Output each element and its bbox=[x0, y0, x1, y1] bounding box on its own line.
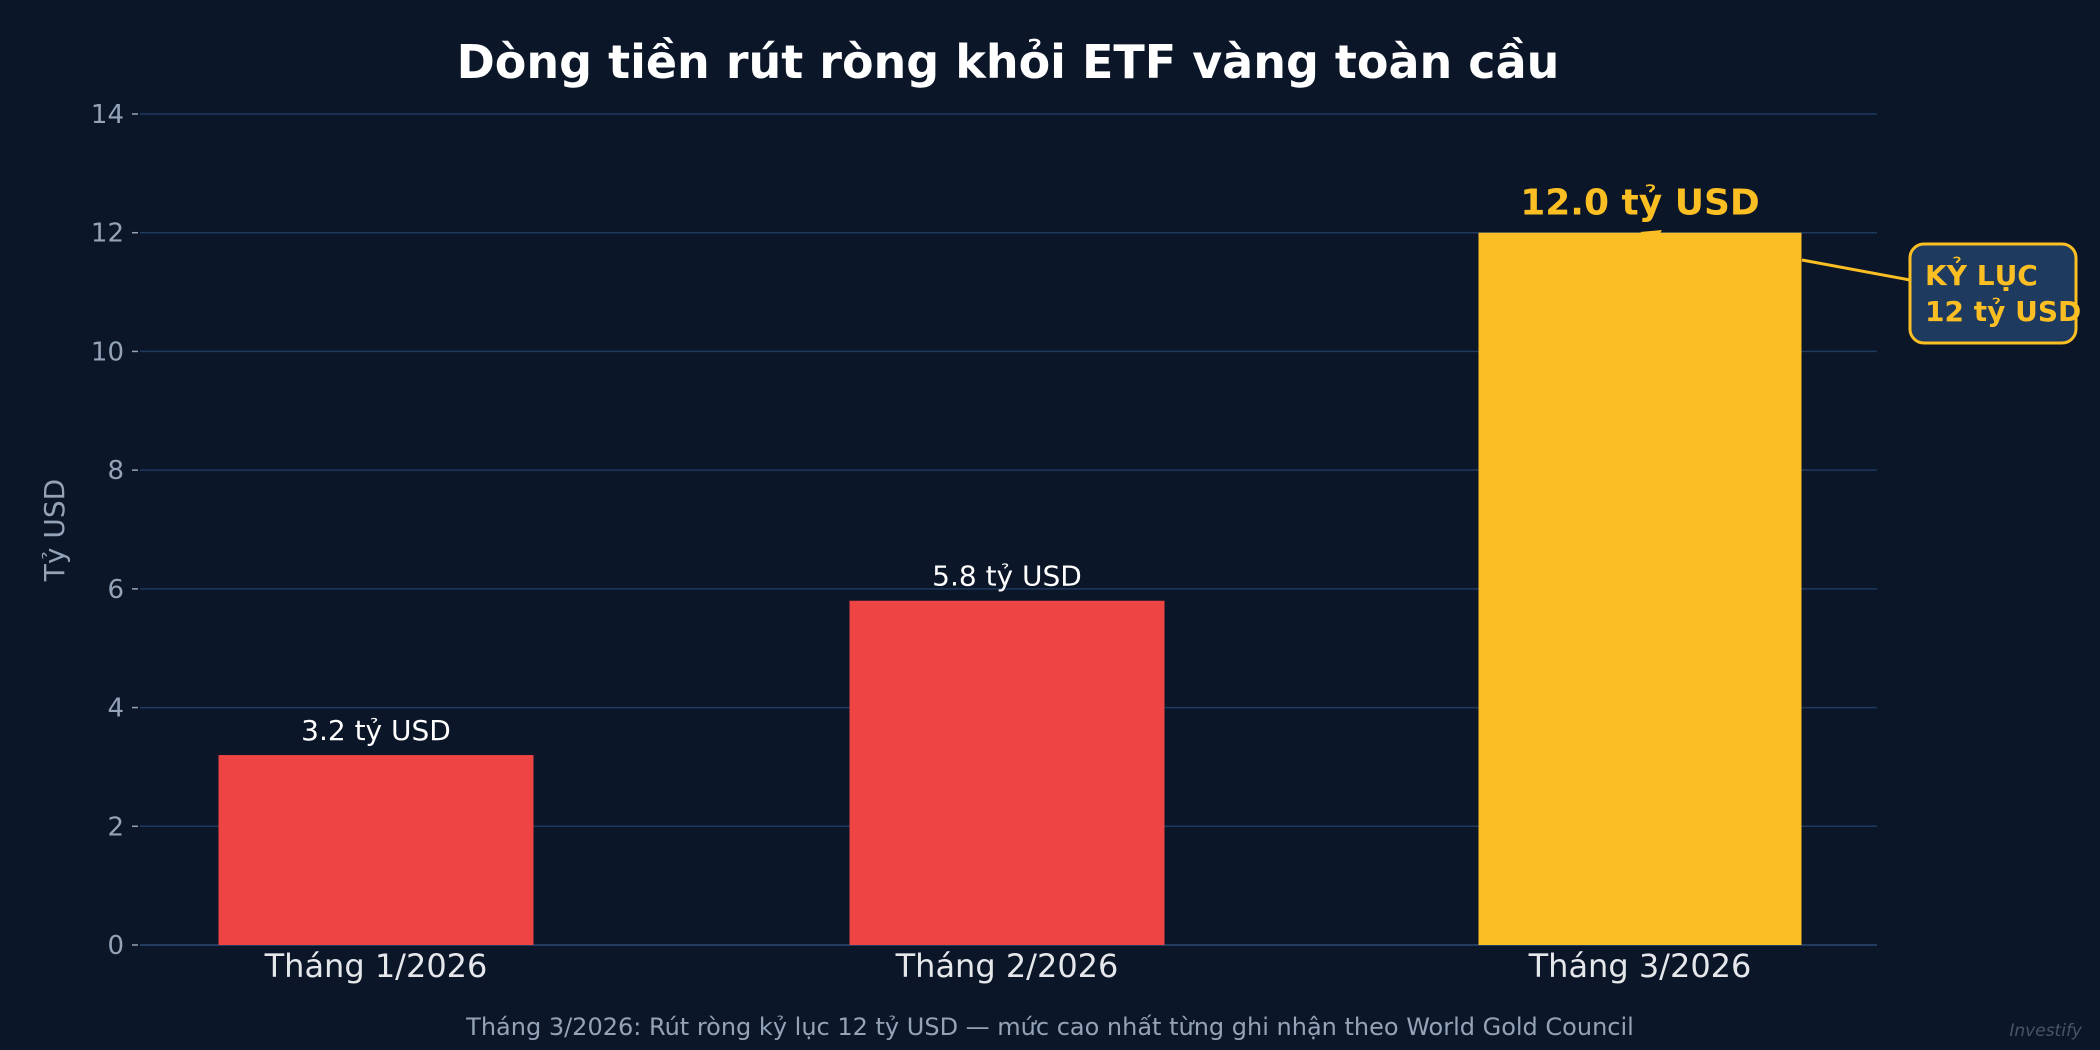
data-label: 5.8 tỷ USD bbox=[932, 560, 1082, 593]
data-label: 12.0 tỷ USD bbox=[1520, 183, 1760, 224]
bar bbox=[849, 600, 1165, 945]
y-tick-label: 12 bbox=[91, 219, 124, 249]
y-tick-label: 14 bbox=[91, 100, 124, 130]
bar bbox=[1478, 232, 1802, 945]
data-label: 3.2 tỷ USD bbox=[301, 714, 451, 747]
y-axis-ticks: 0 2 4 6 8 10 12 14 bbox=[91, 100, 138, 961]
y-tick-label: 2 bbox=[107, 812, 124, 842]
record-annotation: KỶ LỤC 12 tỷ USD bbox=[1640, 230, 2081, 345]
annotation-pointer bbox=[1640, 230, 1662, 240]
y-tick-label: 6 bbox=[107, 575, 124, 605]
annotation-line-1: KỶ LỤC bbox=[1925, 255, 2038, 292]
x-axis-ticks: Tháng 1/2026 Tháng 2/2026 Tháng 3/2026 bbox=[264, 947, 1752, 985]
chart-title: Dòng tiền rút ròng khỏi ETF vàng toàn cầ… bbox=[457, 35, 1560, 89]
annotation-box bbox=[1908, 242, 2078, 345]
y-tick-label: 8 bbox=[107, 456, 124, 486]
watermark: Investify bbox=[2009, 1021, 2083, 1041]
y-axis-label: Tỷ USD bbox=[38, 479, 71, 582]
x-tick-label: Tháng 2/2026 bbox=[895, 947, 1119, 985]
annotation-leader-line bbox=[1801, 258, 1911, 282]
y-tick-label: 0 bbox=[107, 931, 124, 961]
y-tick-label: 10 bbox=[91, 337, 124, 367]
grid-lines bbox=[140, 113, 1877, 828]
data-labels: 3.2 tỷ USD 5.8 tỷ USD 12.0 tỷ USD bbox=[301, 183, 1760, 747]
bars bbox=[218, 232, 1802, 945]
y-tick-label: 4 bbox=[107, 694, 124, 724]
annotation-line-2: 12 tỷ USD bbox=[1925, 295, 2081, 328]
bar bbox=[218, 755, 534, 945]
x-tick-label: Tháng 3/2026 bbox=[1528, 947, 1752, 985]
x-tick-label: Tháng 1/2026 bbox=[264, 947, 488, 985]
chart-caption: Tháng 3/2026: Rút ròng kỷ lục 12 tỷ USD … bbox=[465, 1013, 1634, 1041]
